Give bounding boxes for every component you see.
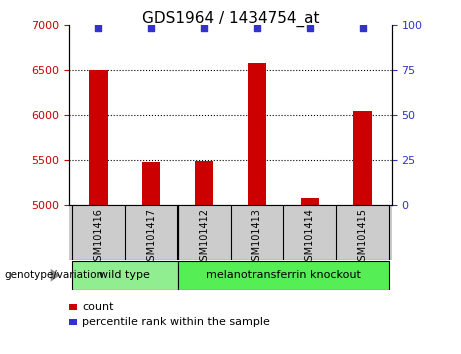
Point [253, 25, 260, 31]
Point [359, 25, 366, 31]
Text: genotype/variation: genotype/variation [5, 270, 104, 280]
Text: GSM101416: GSM101416 [93, 208, 103, 267]
Bar [177, 261, 389, 290]
Bar [72, 261, 177, 290]
Text: percentile rank within the sample: percentile rank within the sample [82, 317, 270, 327]
Bar [195, 161, 213, 205]
Bar [354, 110, 372, 205]
Bar [142, 162, 160, 205]
Point [148, 25, 155, 31]
Bar [89, 70, 107, 205]
Text: GSM101417: GSM101417 [146, 208, 156, 267]
Text: count: count [82, 302, 113, 312]
Point [201, 25, 208, 31]
Text: GSM101414: GSM101414 [305, 208, 315, 267]
Text: GDS1964 / 1434754_at: GDS1964 / 1434754_at [142, 11, 319, 27]
Text: GSM101415: GSM101415 [358, 208, 368, 267]
Text: wild type: wild type [99, 270, 150, 280]
Text: GSM101412: GSM101412 [199, 208, 209, 267]
Point [306, 25, 313, 31]
Text: melanotransferrin knockout: melanotransferrin knockout [206, 270, 361, 280]
Text: GSM101413: GSM101413 [252, 208, 262, 267]
Bar [301, 198, 319, 205]
Point [95, 25, 102, 31]
Bar [248, 63, 266, 205]
